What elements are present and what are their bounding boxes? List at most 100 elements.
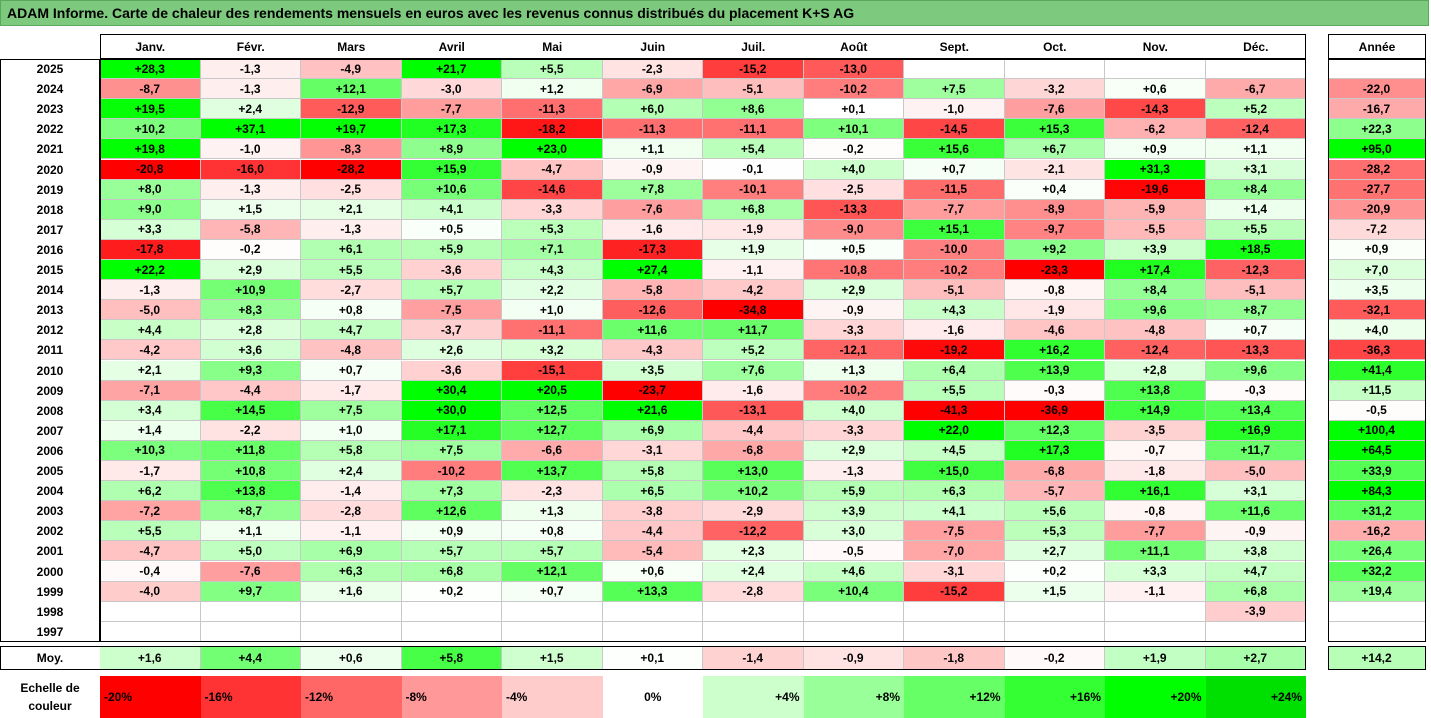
column-header: Août <box>840 39 868 54</box>
heatmap-cell: -0,9 <box>602 159 703 180</box>
heatmap-cell: +5,6 <box>1004 501 1105 522</box>
heatmap-cell: -7,7 <box>1105 521 1206 542</box>
heatmap-cell: +11,6 <box>602 320 703 341</box>
heatmap-cell: -3,1 <box>904 561 1005 582</box>
heatmap-cell: -7,1 <box>100 380 201 401</box>
heatmap-cell: +20,5 <box>502 380 603 401</box>
heatmap-cell: -4,7 <box>100 541 201 562</box>
heatmap-cell: +6,2 <box>100 481 201 502</box>
heatmap-cell: -17,8 <box>100 239 201 260</box>
heatmap-cell: -2,5 <box>301 179 402 200</box>
heatmap-cell: +3,0 <box>803 521 904 542</box>
heatmap-cell <box>1004 601 1105 622</box>
heatmap-cell <box>904 601 1005 622</box>
average-cell: +1,6 <box>100 646 201 670</box>
heatmap-cell: +14,9 <box>1105 400 1206 421</box>
heatmap-cell: +3,5 <box>602 360 703 381</box>
annual-cell: -16,2 <box>1328 521 1426 542</box>
heatmap-cell: +1,1 <box>1205 139 1306 160</box>
column-header: Juil. <box>741 39 766 54</box>
heatmap-cell: -0,4 <box>100 561 201 582</box>
heatmap-cell: +4,6 <box>803 561 904 582</box>
heatmap-cell: +6,8 <box>1205 581 1306 602</box>
heatmap-cell: +21,7 <box>401 59 502 80</box>
heatmap-cell: -4,8 <box>1105 320 1206 341</box>
heatmap-cell: +6,1 <box>301 239 402 260</box>
heatmap-cell: +10,2 <box>100 119 201 140</box>
annual-cell: -20,9 <box>1328 199 1426 220</box>
year-label: 2006 <box>36 443 64 458</box>
heatmap-cell: -5,7 <box>1004 481 1105 502</box>
heatmap-cell: +7,6 <box>703 360 804 381</box>
heatmap-cell <box>1205 621 1306 642</box>
color-scale-step: -20% <box>100 676 201 718</box>
heatmap-cell: -5,4 <box>602 541 703 562</box>
annual-cell <box>1328 601 1426 622</box>
annual-cell: +22,3 <box>1328 119 1426 140</box>
heatmap-cell: +1,1 <box>200 521 301 542</box>
column-header: Juin <box>640 39 666 54</box>
annual-cell: +19,4 <box>1328 581 1426 602</box>
year-label: 2011 <box>36 343 64 358</box>
heatmap-cell: +2,7 <box>1004 541 1105 562</box>
heatmap-cell: +8,4 <box>1205 179 1306 200</box>
heatmap-cell: +1,6 <box>301 581 402 602</box>
heatmap-cell <box>803 601 904 622</box>
heatmap-cell <box>401 621 502 642</box>
heatmap-cell: -11,1 <box>502 320 603 341</box>
heatmap-cell: +6,4 <box>904 360 1005 381</box>
heatmap-cell: +5,9 <box>401 239 502 260</box>
heatmap-cell: +1,0 <box>502 300 603 321</box>
column-header: Févr. <box>236 39 265 54</box>
heatmap-cell <box>502 621 603 642</box>
heatmap-cell: -12,4 <box>1105 340 1206 361</box>
heatmap-cell: -7,0 <box>904 541 1005 562</box>
heatmap-cell: +37,1 <box>200 119 301 140</box>
heatmap-cell: +4,3 <box>904 300 1005 321</box>
heatmap-cell: +0,1 <box>803 99 904 120</box>
annual-cell: +4,0 <box>1328 320 1426 341</box>
heatmap-cell <box>1004 59 1105 80</box>
year-label: 2004 <box>36 484 64 499</box>
heatmap-cell: +9,0 <box>100 199 201 220</box>
heatmap-cell: -1,0 <box>200 139 301 160</box>
average-cell: +2,7 <box>1205 646 1306 670</box>
heatmap-cell: -5,5 <box>1105 219 1206 240</box>
heatmap-cell: -4,0 <box>100 581 201 602</box>
title-bar: ADAM Informe. Carte de chaleur des rende… <box>0 0 1429 26</box>
heatmap-cell: -19,2 <box>904 340 1005 361</box>
heatmap-cell: +0,7 <box>904 159 1005 180</box>
annual-cell: +11,5 <box>1328 380 1426 401</box>
heatmap-cell: +6,0 <box>602 99 703 120</box>
heatmap-cell: +2,9 <box>803 440 904 461</box>
heatmap-cell: -14,5 <box>904 119 1005 140</box>
annual-cell: -16,7 <box>1328 99 1426 120</box>
heatmap-cell: +6,7 <box>1004 139 1105 160</box>
heatmap-cell: +0,6 <box>602 561 703 582</box>
heatmap-cell: +4,0 <box>803 400 904 421</box>
heatmap-cell: -3,3 <box>803 420 904 441</box>
year-label: 1998 <box>36 604 64 619</box>
color-scale-step: +8% <box>803 676 904 718</box>
heatmap-cell: -3,9 <box>1205 601 1306 622</box>
heatmap-cell: +4,1 <box>904 501 1005 522</box>
heatmap-cell: +10,8 <box>200 461 301 482</box>
heatmap-cell: -2,2 <box>200 420 301 441</box>
heatmap-cell: -18,2 <box>502 119 603 140</box>
heatmap-cell: -5,0 <box>100 300 201 321</box>
heatmap-cell: +10,6 <box>401 179 502 200</box>
color-scale-step: -4% <box>502 676 603 718</box>
heatmap-cell: +1,0 <box>301 420 402 441</box>
heatmap-cell: +7,8 <box>602 179 703 200</box>
heatmap-cell: -14,3 <box>1105 99 1206 120</box>
heatmap-cell: -8,3 <box>301 139 402 160</box>
annual-cell: +0,9 <box>1328 239 1426 260</box>
heatmap-cell: +11,8 <box>200 440 301 461</box>
year-label: 2016 <box>36 242 64 257</box>
heatmap-cell: -2,3 <box>602 59 703 80</box>
color-scale-step: +12% <box>904 676 1005 718</box>
heatmap-cell: -1,1 <box>301 521 402 542</box>
heatmap-cell: -1,3 <box>803 461 904 482</box>
heatmap-cell: +16,9 <box>1205 420 1306 441</box>
heatmap-cell: +2,4 <box>703 561 804 582</box>
